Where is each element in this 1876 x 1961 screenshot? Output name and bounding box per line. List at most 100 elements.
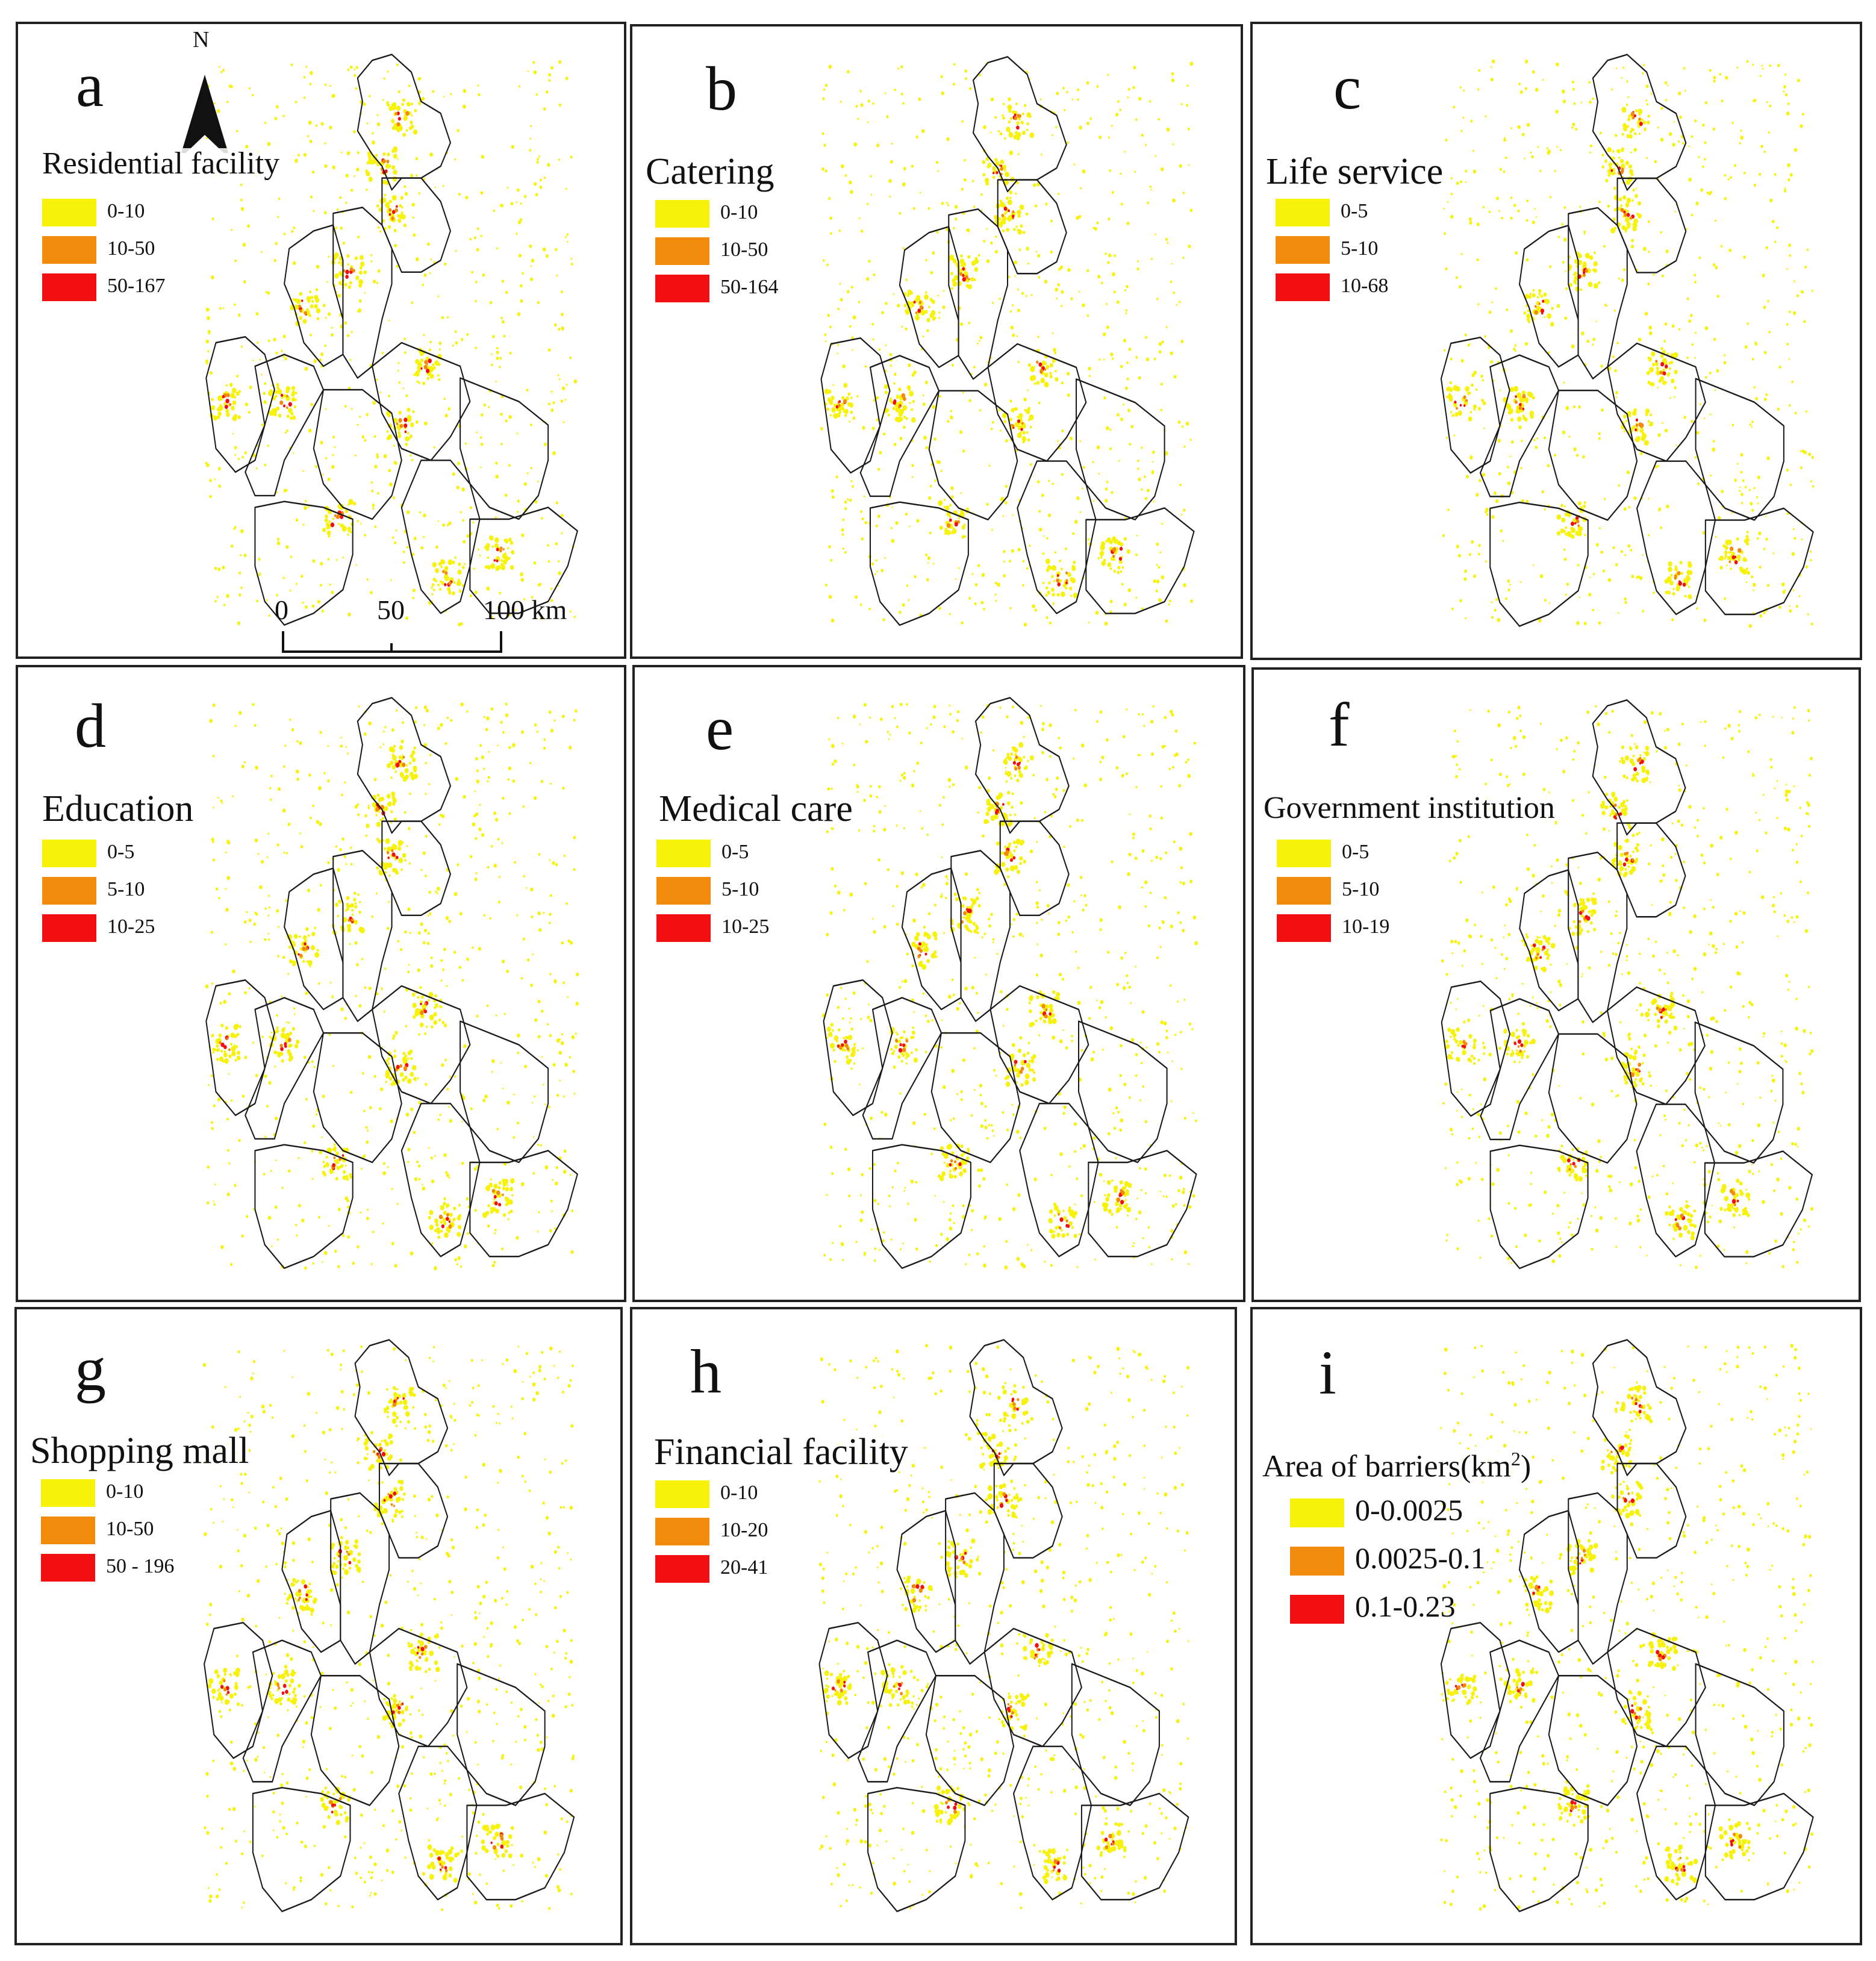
density-dot-low: [824, 84, 828, 87]
density-dot-low: [268, 938, 270, 941]
density-dot-low: [1475, 388, 1478, 391]
density-dot-low: [983, 932, 986, 935]
density-dot-low: [864, 365, 867, 368]
density-dot-low: [1686, 356, 1689, 360]
density-dot-low: [341, 793, 343, 796]
density-dot-low: [562, 1170, 567, 1174]
density-dot-low: [1646, 440, 1649, 444]
density-dot-low: [1664, 81, 1668, 85]
density-dot-low: [949, 704, 951, 707]
density-dot-low: [1105, 499, 1108, 503]
density-dot-low: [436, 892, 438, 895]
density-dot-low: [347, 924, 351, 929]
density-dot-low: [410, 753, 414, 758]
density-dot-low: [1491, 515, 1495, 519]
density-dot-low: [316, 308, 321, 314]
density-dot-low: [1550, 196, 1552, 199]
density-dot-low: [1448, 396, 1453, 402]
density-dot-low: [1616, 67, 1618, 69]
density-dot-low: [1578, 596, 1580, 599]
density-dot-low: [1536, 437, 1539, 440]
density-dot-low: [414, 1177, 418, 1182]
density-dot-low: [428, 1215, 431, 1220]
density-dot-low: [485, 728, 488, 732]
density-dot-low: [981, 936, 983, 939]
density-dot-low: [393, 154, 397, 159]
density-dot-low: [481, 755, 485, 759]
density-dot-low: [970, 373, 973, 375]
density-dot-low: [416, 1161, 419, 1164]
density-dot-low: [1696, 607, 1698, 610]
density-dot-low: [252, 1041, 254, 1044]
density-dot-low: [429, 340, 432, 344]
density-dot-low: [1664, 361, 1668, 366]
density-dot-low: [1002, 229, 1005, 232]
density-dot-low: [924, 381, 928, 385]
density-dot-low: [894, 717, 896, 719]
density-dot-low: [1492, 59, 1495, 64]
density-dot-low: [475, 280, 478, 284]
density-dot-low: [324, 518, 328, 523]
density-dot-low: [1012, 110, 1015, 114]
density-dot-low: [1022, 231, 1026, 234]
density-dot-low: [283, 1027, 286, 1030]
density-dot-low: [1634, 109, 1638, 113]
density-dot-low: [1641, 72, 1644, 75]
density-dot-low: [415, 420, 419, 424]
density-dot-low: [1094, 1258, 1096, 1261]
density-dot-low: [334, 1159, 336, 1162]
density-dot-low: [390, 809, 393, 814]
density-dot-high: [1003, 207, 1008, 211]
density-dot-mid: [1538, 302, 1541, 305]
density-dot-low: [549, 782, 552, 785]
density-dot-low: [1160, 408, 1163, 412]
density-dot-low: [516, 914, 519, 917]
density-dot-low: [840, 298, 843, 302]
density-dot-low: [211, 1127, 214, 1130]
density-dot-low: [1053, 348, 1056, 352]
density-dot-low: [1052, 793, 1055, 796]
density-dot-low: [323, 772, 326, 775]
density-dot-low: [1071, 98, 1074, 101]
density-dot-low: [1007, 199, 1012, 205]
density-dot-low: [1759, 75, 1762, 78]
density-dot-low: [1173, 375, 1177, 379]
density-dot-low: [938, 460, 941, 464]
density-dot-low: [1523, 311, 1527, 315]
density-dot-low: [374, 464, 378, 469]
density-dot-low: [980, 210, 983, 212]
density-dot-low: [386, 794, 391, 799]
panel-title: Education: [42, 788, 194, 829]
density-dot-low: [525, 887, 528, 889]
density-dot-low: [357, 520, 359, 523]
density-dot-low: [1163, 1195, 1165, 1198]
density-dot-mid: [391, 849, 394, 853]
density-dot-low: [305, 66, 308, 68]
density-dot-low: [1193, 741, 1196, 745]
density-dot-low: [1074, 1122, 1077, 1126]
density-dot-low: [961, 621, 964, 625]
density-dot-low: [1766, 584, 1770, 587]
density-dot-low: [353, 891, 357, 895]
density-dot-low: [248, 918, 252, 922]
density-dot-low: [431, 593, 434, 596]
density-dot-low: [298, 154, 300, 157]
density-dot-low: [370, 1262, 373, 1265]
density-dot-low: [517, 1034, 520, 1038]
density-dot-low: [1797, 78, 1800, 83]
density-dot-low: [570, 941, 573, 945]
density-dot-low: [1586, 339, 1590, 343]
density-dot-low: [1695, 331, 1697, 334]
density-dot-low: [534, 723, 537, 727]
density-dot-low: [284, 357, 287, 361]
density-dot-high: [404, 423, 408, 428]
density-dot-low: [1542, 79, 1544, 81]
density-dot-low: [480, 442, 484, 446]
density-dot-low: [1539, 169, 1542, 172]
density-dot-low: [929, 1260, 931, 1263]
density-dot-low: [1088, 621, 1090, 624]
density-dot-low: [514, 609, 517, 611]
density-dot-low: [1450, 192, 1453, 196]
map-geometry: [1440, 54, 1815, 628]
density-dot-low: [1532, 564, 1535, 566]
